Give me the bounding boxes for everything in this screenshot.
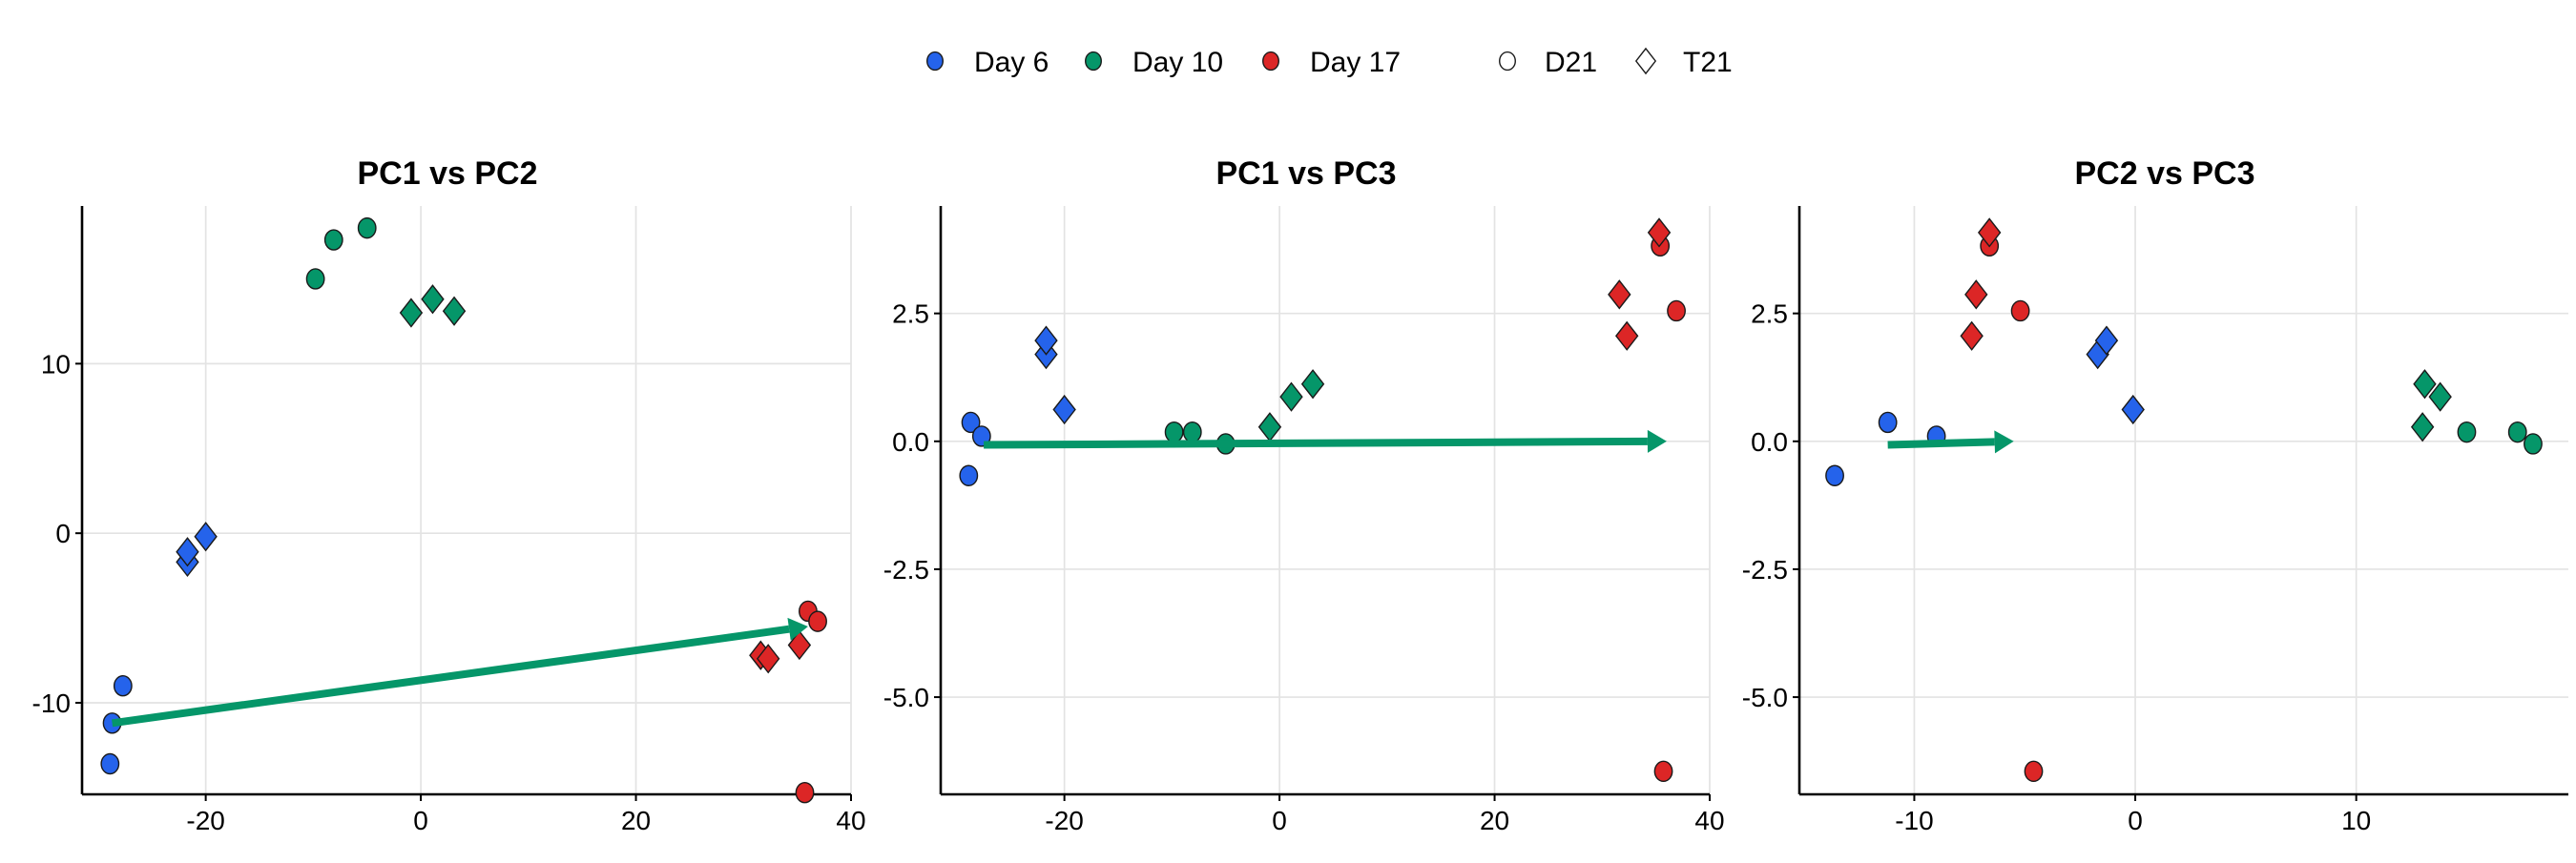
data-point-day-17-t21: [1960, 320, 1984, 351]
panel-pc2-vs-pc3: PC2 vs PC3 -10 0 10 -5.0 -2.5 0.0 2.5: [1742, 155, 2568, 835]
data-point-day-17-d21: [2010, 299, 2030, 322]
x-tick-label: 0: [2128, 806, 2143, 835]
legend-item-d21[interactable]: D21: [1499, 47, 1597, 78]
data-point-day-10-t21: [1257, 412, 1282, 442]
data-point-day-10-d21: [2524, 433, 2543, 455]
x-tick-label: 10: [2341, 806, 2371, 835]
data-point-day-17-t21: [1608, 279, 1631, 310]
data-point-day-10-d21: [305, 268, 325, 290]
trajectory-arrowhead-icon: [787, 617, 808, 641]
x-tick-label: 20: [1480, 806, 1509, 835]
x-tick-label: 0: [1272, 806, 1287, 835]
data-point-day-6-d21: [959, 464, 979, 486]
data-point-day-6-t21: [2094, 325, 2119, 356]
y-tick-label: -5.0: [883, 683, 929, 712]
trajectory-arrow-line: [1887, 438, 1995, 449]
data-point-day-6-d21: [1878, 411, 1898, 434]
x-tick-label: 40: [836, 806, 865, 835]
legend-item-day-6[interactable]: Day 6: [926, 47, 1049, 78]
panels: PC1 vs PC2 -20 0 20 40 -10 0 10 PC1 vs PC3 -20 0 20…: [32, 155, 2568, 835]
data-point-day-17-d21: [1667, 299, 1686, 322]
y-tick-label: 0: [55, 519, 71, 548]
legend-label: Day 17: [1310, 47, 1401, 78]
y-tick-label: 2.5: [892, 299, 929, 329]
data-point-day-17-t21: [1647, 217, 1672, 248]
data-point-day-6-t21: [176, 537, 199, 567]
data-point-day-10-d21: [1182, 421, 1202, 443]
legend-item-day-10[interactable]: Day 10: [1085, 47, 1223, 78]
y-tick-label: 0.0: [1751, 427, 1788, 457]
x-tick-label: -20: [186, 806, 224, 835]
data-point-day-6-d21: [961, 411, 981, 434]
data-point-day-10-d21: [2457, 421, 2477, 443]
legend-label: Day 6: [974, 47, 1049, 78]
data-point-day-6-d21: [1825, 464, 1844, 486]
data-point-day-10-t21: [2413, 369, 2437, 400]
data-point-day-10-t21: [442, 296, 467, 326]
legend-label: T21: [1683, 47, 1733, 78]
y-tick-label: 10: [41, 349, 71, 379]
legend: Day 6 Day 10 Day 17 D21 T21: [926, 47, 1733, 78]
legend-item-day-17[interactable]: Day 17: [1262, 47, 1401, 78]
y-tick-label: 0.0: [892, 427, 929, 457]
data-point-day-10-d21: [1164, 421, 1184, 443]
x-tick-label: -20: [1045, 806, 1083, 835]
panel-title: PC1 vs PC3: [1216, 155, 1397, 192]
data-point-day-17-t21: [1615, 320, 1639, 351]
day-10-circle-icon: [1085, 51, 1102, 72]
data-point-day-17-t21: [787, 629, 812, 661]
y-tick-label: -10: [32, 688, 71, 718]
data-point-day-17-t21: [1977, 217, 2002, 248]
data-point-day-17-t21: [757, 644, 780, 674]
data-point-day-10-d21: [323, 229, 343, 251]
data-point-day-17-d21: [2024, 760, 2044, 783]
data-point-day-6-t21: [194, 522, 218, 552]
data-point-day-6-d21: [100, 752, 120, 775]
data-point-day-6-t21: [1034, 325, 1058, 356]
x-tick-label: 0: [413, 806, 428, 835]
data-point-day-17-t21: [1964, 279, 1988, 310]
data-point-day-17-d21: [808, 610, 827, 632]
legend-label: Day 10: [1132, 47, 1223, 78]
y-tick-label: 2.5: [1751, 299, 1788, 329]
x-tick-label: 40: [1694, 806, 1724, 835]
data-point-day-6-t21: [1052, 394, 1076, 425]
data-point-day-10-t21: [1300, 369, 1325, 400]
data-point-day-10-t21: [2410, 412, 2435, 442]
y-tick-label: -2.5: [883, 555, 929, 585]
day-17-circle-icon: [1262, 51, 1279, 72]
day-6-circle-icon: [926, 51, 944, 72]
x-tick-label: 20: [621, 806, 651, 835]
x-tick-label: -10: [1895, 806, 1933, 835]
circle-outline-icon: [1499, 51, 1516, 72]
data-point-day-10-d21: [357, 216, 377, 239]
data-point-day-6-d21: [113, 675, 133, 697]
data-point-day-10-t21: [2428, 381, 2452, 412]
legend-label: D21: [1545, 47, 1597, 78]
trajectory-arrowhead-icon: [1647, 429, 1667, 453]
trajectory-arrow-line: [984, 437, 1648, 449]
panel-title: PC1 vs PC2: [358, 155, 538, 192]
panel-title: PC2 vs PC3: [2075, 155, 2255, 192]
data-point-day-6-t21: [2121, 394, 2145, 425]
trajectory-arrow-line: [112, 625, 790, 728]
y-tick-label: -5.0: [1742, 683, 1788, 712]
data-point-day-10-d21: [2507, 421, 2527, 443]
y-tick-label: -2.5: [1742, 555, 1788, 585]
data-point-day-10-t21: [399, 298, 424, 328]
data-point-day-10-t21: [421, 284, 445, 315]
legend-item-t21[interactable]: T21: [1634, 47, 1733, 78]
panel-pc1-vs-pc3: PC1 vs PC3 -20 0 20 40 -5.0 -2.5 0.0 2.5: [883, 155, 1725, 835]
data-point-day-17-d21: [1653, 760, 1673, 783]
panel-pc1-vs-pc2: PC1 vs PC2 -20 0 20 40 -10 0 10: [32, 155, 866, 835]
diamond-outline-icon: [1634, 47, 1657, 75]
trajectory-arrowhead-icon: [1994, 430, 2014, 454]
data-point-day-10-t21: [1279, 381, 1303, 412]
data-point-day-17-d21: [795, 782, 815, 804]
